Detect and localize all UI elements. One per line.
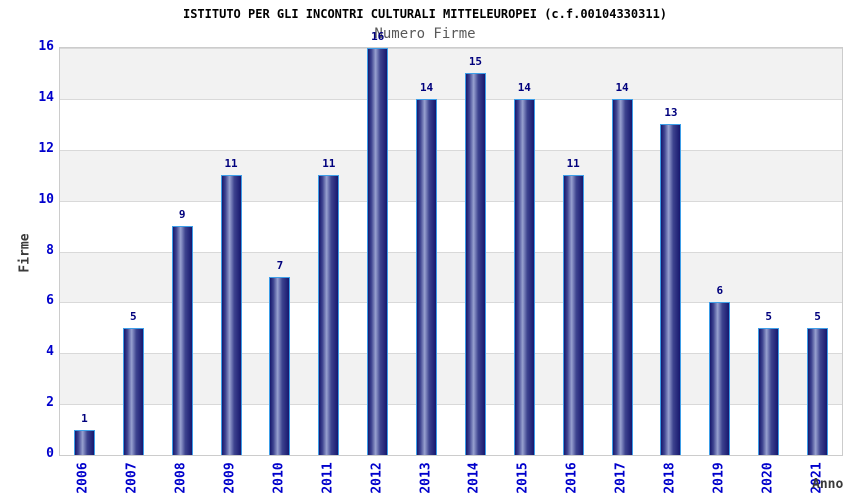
bar-value-label: 6 (716, 284, 724, 298)
x-tick-label: 2015 (515, 462, 531, 494)
x-tick-label: 2010 (271, 462, 287, 494)
bar (660, 124, 682, 455)
gridline (60, 149, 842, 151)
x-tick-label: 2011 (320, 462, 336, 494)
y-tick-label: 16 (38, 39, 54, 54)
bar (562, 175, 584, 455)
y-tick-label: 10 (38, 191, 54, 207)
bar-value-label: 16 (371, 30, 385, 43)
y-tick-label: 14 (38, 89, 54, 105)
x-tick-label: 2006 (75, 462, 91, 494)
gridline (60, 98, 842, 100)
bar (709, 302, 731, 455)
y-tick-label: 8 (46, 242, 54, 258)
x-axis-title: Anno (812, 477, 844, 492)
gridline (60, 48, 842, 49)
x-tick-label: 2020 (760, 462, 776, 494)
bar (220, 175, 242, 455)
bar-value-label: 13 (664, 106, 678, 120)
bar-value-label: 1 (81, 411, 88, 425)
bar (807, 327, 829, 455)
bar (73, 429, 95, 455)
x-tick-label: 2008 (173, 462, 189, 494)
bar-value-label: 11 (224, 157, 238, 171)
chart-title: ISTITUTO PER GLI INCONTRI CULTURALI MITT… (182, 7, 668, 21)
bar-value-label: 9 (178, 208, 186, 222)
bar (513, 98, 535, 455)
gridline (60, 404, 842, 406)
y-tick-label: 12 (38, 140, 54, 156)
bar-value-label: 5 (765, 309, 772, 323)
plot-band (60, 98, 842, 150)
bar-value-label: 5 (130, 309, 137, 323)
bar (416, 98, 438, 455)
plot-band (60, 48, 842, 99)
bar-value-label: 11 (566, 157, 580, 171)
gridline (60, 353, 842, 355)
bar (269, 276, 291, 455)
gridline (60, 251, 842, 253)
gridline (60, 200, 842, 202)
bar (318, 175, 340, 455)
gridline (60, 302, 842, 304)
bar-value-label: 14 (517, 80, 531, 94)
bar-value-label: 14 (615, 80, 629, 94)
x-tick-label: 2012 (369, 462, 385, 494)
x-tick-label: 2019 (711, 462, 727, 494)
x-tick-label: 2018 (662, 462, 678, 494)
plot-area: 1 5 9 11 7 11 16 14 15 14 11 14 13 6 5 5 (59, 30, 843, 456)
y-tick-label: 6 (46, 293, 54, 309)
bar-value-label: 14 (419, 80, 434, 94)
y-tick-label: 4 (46, 344, 54, 360)
bar (611, 98, 633, 455)
bar (464, 73, 486, 455)
bar (122, 327, 144, 455)
x-tick-label: 2016 (564, 462, 580, 494)
x-tick-label: 2009 (222, 462, 238, 494)
x-tick-label: 2013 (418, 462, 434, 494)
bar (171, 226, 193, 455)
chart-subtitle: Numero Firme (374, 26, 476, 42)
y-tick-label: 2 (46, 395, 54, 411)
bar-value-label: 15 (468, 55, 483, 69)
bar-value-label: 11 (322, 157, 336, 171)
x-tick-label: 2007 (124, 462, 140, 494)
bar-value-label: 7 (276, 258, 284, 272)
plot-band (60, 149, 842, 201)
bar (758, 327, 780, 455)
bar-value-label: 5 (814, 309, 821, 323)
x-tick-label: 2014 (466, 462, 482, 494)
bar (367, 48, 389, 455)
y-tick-label: 0 (46, 446, 54, 461)
x-tick-label: 2017 (613, 462, 629, 494)
